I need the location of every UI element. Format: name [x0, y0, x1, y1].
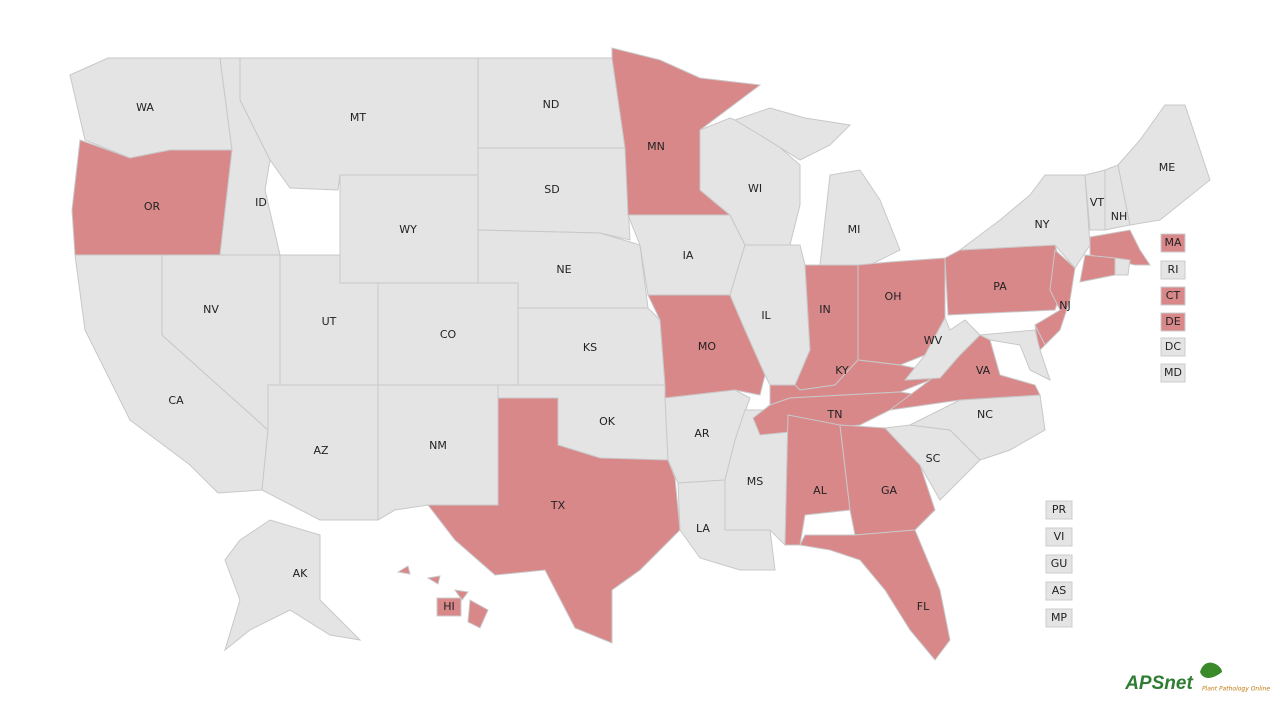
state-label-box: [1160, 312, 1186, 332]
state-label: WI: [748, 182, 762, 195]
state-label: CT: [1166, 289, 1181, 302]
state-label: AK: [293, 567, 309, 580]
state-label: ND: [543, 98, 560, 111]
state-label: TX: [550, 499, 566, 512]
territory-box: [1045, 608, 1073, 628]
state-label: CO: [440, 328, 457, 341]
state-shape: [426, 575, 441, 585]
state-shape: [224, 519, 362, 652]
state-label: RI: [1168, 263, 1179, 276]
state-label: NC: [977, 408, 993, 421]
state-shape: [239, 57, 479, 191]
state-label: MA: [1164, 236, 1181, 249]
state-label: NJ: [1059, 299, 1070, 312]
territory-label: VI: [1054, 530, 1065, 543]
state-label: SC: [926, 452, 941, 465]
state-shape: [1114, 257, 1131, 276]
state-label: LA: [696, 522, 710, 535]
state-label: KY: [835, 364, 849, 377]
state-label: OR: [144, 200, 161, 213]
territory-label: MP: [1051, 611, 1067, 624]
territory-box: [1045, 527, 1073, 547]
state-label: DC: [1165, 340, 1181, 353]
state-label: DE: [1165, 315, 1180, 328]
state-label: WY: [399, 223, 417, 236]
state-label: VT: [1090, 196, 1105, 209]
state-label: IL: [761, 309, 771, 322]
state-label: OH: [885, 290, 902, 303]
state-shape: [1079, 254, 1116, 283]
state-label-box: [436, 597, 462, 617]
state-label: OK: [599, 415, 616, 428]
state-shape: [453, 589, 469, 601]
state-shape: [396, 565, 411, 575]
state-label: ID: [255, 196, 267, 209]
state-shape: [799, 529, 951, 661]
territory-label: PR: [1052, 503, 1067, 516]
state-label: MD: [1164, 366, 1182, 379]
state-label: NV: [203, 303, 219, 316]
state-label: PA: [993, 280, 1007, 293]
territory-box: [1045, 500, 1073, 520]
state-label-box: [1160, 337, 1186, 357]
state-shape: [467, 599, 489, 629]
state-shape: [1117, 104, 1211, 226]
state-label: MT: [350, 111, 366, 124]
state-label: IN: [819, 303, 830, 316]
state-label: WV: [924, 334, 943, 347]
state-label: AL: [813, 484, 828, 497]
state-label: ME: [1159, 161, 1175, 174]
labels: WA OR ID MT WY ND SD NE CA NV UT CO AZ NM KS OK TX MN IA MO…: [136, 98, 1186, 628]
state-label: WA: [136, 101, 154, 114]
logo: APSnet Plant Pathology Online: [1124, 662, 1270, 694]
state-label: CA: [168, 394, 184, 407]
state-label: GA: [881, 484, 898, 497]
state-label: UT: [322, 315, 337, 328]
state-shape: [426, 397, 681, 644]
state-shape: [71, 139, 233, 256]
state-label: AR: [694, 427, 710, 440]
state-label: FL: [917, 600, 930, 613]
state-shape: [784, 414, 851, 546]
logo-tagline: Plant Pathology Online: [1202, 686, 1270, 693]
state-label: MI: [848, 223, 861, 236]
state-shape: [978, 329, 1051, 381]
state-label: TN: [827, 408, 843, 421]
territory-label: AS: [1052, 584, 1067, 597]
state-label: VA: [976, 364, 991, 377]
state-label: MS: [747, 475, 763, 488]
territory-label: GU: [1051, 557, 1068, 570]
state-shape: [819, 169, 901, 266]
state-label: NE: [556, 263, 571, 276]
territory-box: [1045, 554, 1073, 574]
state-label: NM: [429, 439, 447, 452]
state-label-box: [1160, 233, 1186, 253]
state-label: AZ: [313, 444, 329, 457]
state-shape: [377, 384, 499, 521]
state-label: IA: [683, 249, 694, 262]
state-label-box: [1160, 286, 1186, 306]
state-label: NY: [1035, 218, 1050, 231]
state-label: NH: [1111, 210, 1128, 223]
state-label: SD: [544, 183, 559, 196]
state-label: MO: [698, 340, 716, 353]
states: [69, 47, 1211, 661]
state-shape: [477, 147, 631, 241]
state-label: KS: [583, 341, 597, 354]
state-label-box: [1160, 363, 1186, 383]
state-label-box: [1160, 260, 1186, 280]
logo-leaf: [1200, 662, 1222, 678]
state-label: HI: [443, 600, 455, 613]
logo-name: APSnet: [1124, 673, 1193, 694]
territory-box: [1045, 581, 1073, 601]
state-shape: [733, 107, 852, 161]
state-label: MN: [647, 140, 665, 153]
state-shape: [769, 359, 931, 406]
